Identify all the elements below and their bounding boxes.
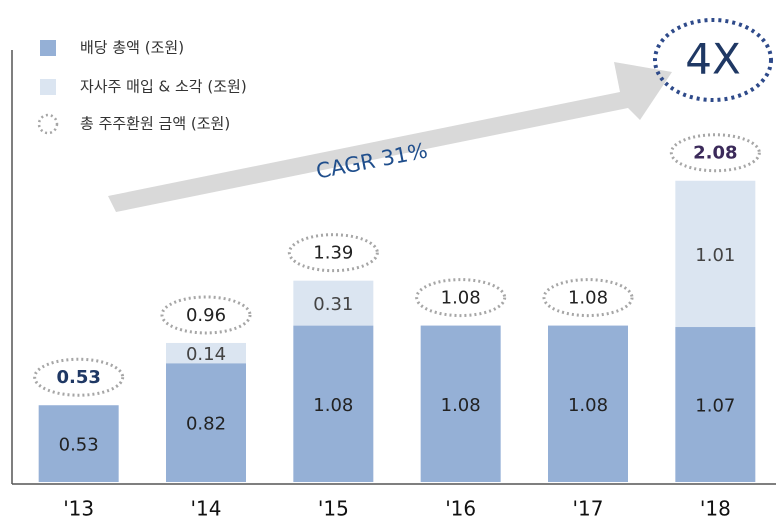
value-label: 1.08 (313, 395, 353, 416)
bar-segment (38, 405, 119, 482)
bar-segment (293, 325, 374, 482)
multiple-label: 4X (685, 35, 741, 84)
bar-segment (420, 325, 501, 482)
x-tick-label: '18 (700, 497, 731, 521)
value-label: 0.53 (59, 435, 99, 456)
total-ellipse (669, 133, 761, 173)
total-ellipse (160, 295, 252, 335)
bar-segment (166, 363, 246, 482)
bar-segment (675, 180, 756, 328)
x-tick-label: '17 (573, 497, 604, 521)
x-tick-label: '16 (445, 497, 476, 521)
legend-swatch (40, 79, 56, 95)
total-ellipse (33, 357, 125, 397)
bar-segment (166, 342, 246, 364)
total-label: 2.08 (693, 143, 737, 164)
value-label: 0.31 (313, 294, 353, 315)
growth-arrow (108, 62, 672, 212)
multiple-ellipse (653, 18, 773, 102)
total-label: 1.08 (441, 288, 481, 309)
bar-segment (548, 325, 628, 482)
total-ellipse (287, 233, 379, 273)
x-tick-label: '13 (63, 497, 94, 521)
legend-label: 총 주주환원 금액 (조원) (80, 115, 230, 133)
legend-label: 배당 총액 (조원) (80, 39, 184, 57)
x-tick-label: '14 (191, 497, 222, 521)
value-label: 0.14 (186, 344, 226, 365)
bar-segment (293, 280, 374, 326)
legend-swatch (40, 40, 56, 56)
total-ellipse (542, 278, 634, 318)
total-label: 0.53 (56, 367, 100, 388)
total-label: 1.39 (313, 243, 353, 264)
x-tick-label: '15 (318, 497, 349, 521)
legend-swatch (37, 113, 59, 135)
total-label: 0.96 (186, 305, 226, 326)
value-label: 0.82 (186, 414, 226, 435)
value-label: 1.08 (441, 395, 481, 416)
value-label: 1.08 (568, 395, 608, 416)
value-label: 1.07 (695, 396, 735, 417)
total-label: 1.08 (568, 288, 608, 309)
bar-segment (675, 327, 756, 482)
total-ellipse (415, 278, 507, 318)
value-label: 1.01 (695, 245, 735, 266)
legend-label: 자사주 매입 & 소각 (조원) (80, 78, 247, 96)
